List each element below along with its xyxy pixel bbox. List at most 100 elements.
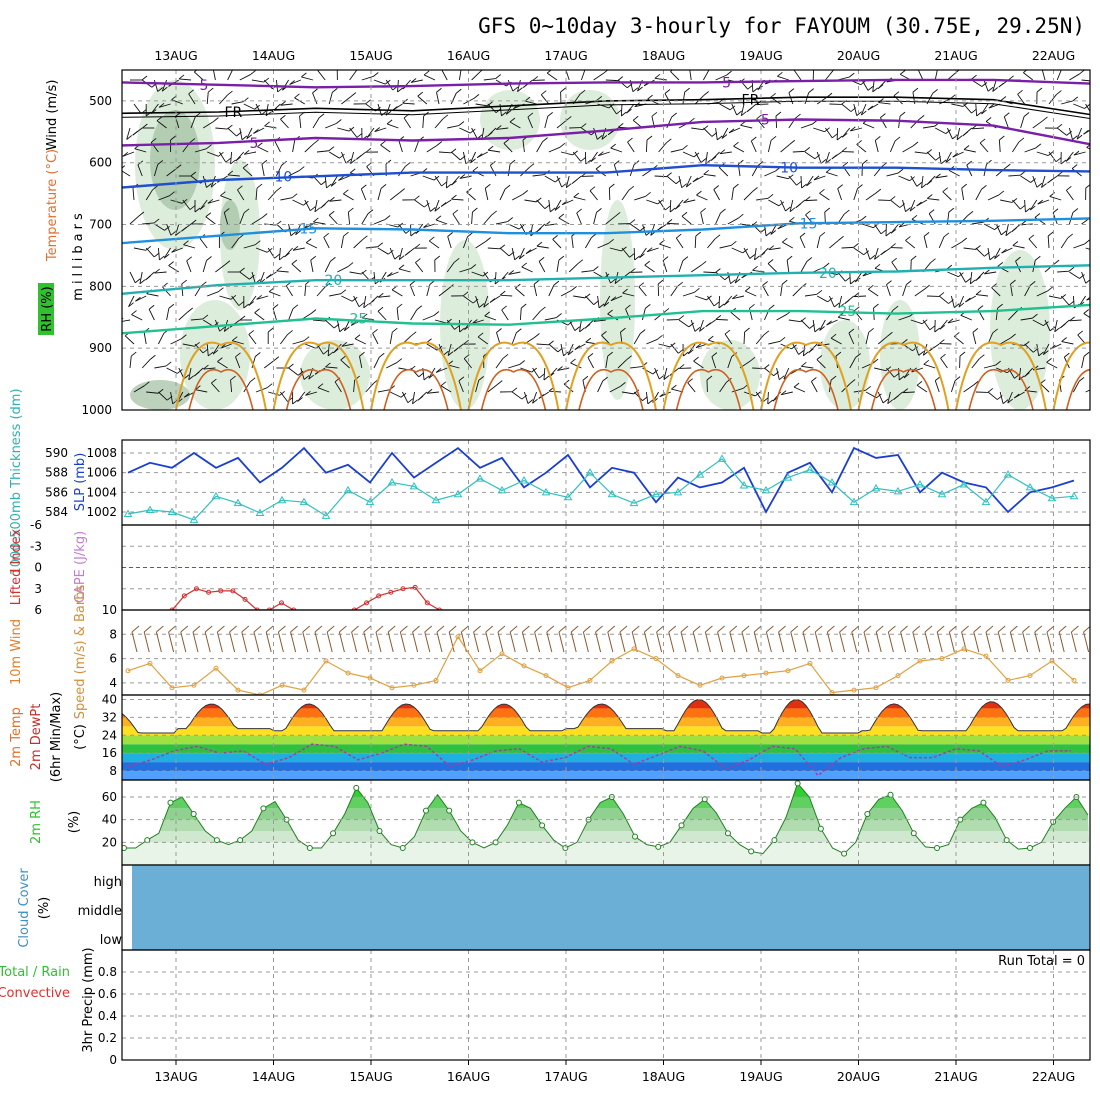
- wind-barb-flag: [767, 259, 774, 264]
- wind-barb-flag: [414, 195, 420, 201]
- wind-barb-flag: [254, 104, 260, 110]
- wind-barb-flag: [582, 375, 589, 381]
- wind-barb-flag: [1008, 75, 1014, 81]
- wind-barb: [1020, 116, 1025, 129]
- lifted-index-marker: [364, 600, 370, 606]
- wind-barb: [269, 291, 281, 297]
- wind-barb: [349, 70, 358, 81]
- wind-barb: [802, 343, 806, 356]
- wind-barb: [621, 247, 630, 258]
- wind-barb: [927, 198, 940, 201]
- wind-barb-flag: [477, 332, 484, 338]
- wind-barb: [728, 127, 741, 134]
- wind-barb-flag: [159, 255, 165, 261]
- wind-barb: [330, 175, 338, 187]
- temp-contour-label: 10: [274, 169, 292, 185]
- temp-contour-35: [578, 368, 644, 410]
- wind10-barb: [412, 631, 419, 653]
- wind-barb: [494, 271, 497, 285]
- wind-barb-flag: [496, 380, 503, 385]
- wind-barb-flag: [652, 369, 659, 375]
- wind-barb-flag: [501, 305, 507, 311]
- wind10-barb: [1022, 631, 1029, 653]
- wind-barb: [934, 380, 940, 393]
- thickness-marker: [981, 497, 991, 506]
- thickness-marker: [387, 478, 397, 486]
- wind-barb: [495, 358, 504, 369]
- wind-barb: [548, 146, 561, 153]
- wind10-barb-flag: [717, 625, 725, 633]
- wind-barb-flag: [256, 294, 262, 300]
- wind-barb: [402, 102, 415, 105]
- wind-barb: [306, 242, 318, 249]
- wind-barb-flag: [577, 259, 584, 265]
- wind-barb: [658, 343, 671, 348]
- wind-barb-flag: [1007, 398, 1013, 404]
- wind-barb-flag: [939, 324, 946, 330]
- wind-barb-flag: [768, 245, 774, 251]
- wind-barb-flag: [249, 377, 256, 383]
- temp-contour-label: 5: [722, 75, 731, 91]
- wind-barb: [719, 103, 731, 111]
- wind-barb: [220, 343, 232, 349]
- rh-shade: [560, 90, 620, 150]
- date-label-bottom: 19AUG: [739, 1069, 782, 1084]
- wind-barb: [699, 319, 704, 332]
- wind-barb: [548, 199, 551, 212]
- wind-barb-flag: [461, 64, 466, 68]
- wind-barb: [825, 151, 830, 164]
- wind-barb: [558, 217, 570, 225]
- wind-barb-flag: [546, 70, 552, 74]
- wind-barb-flag: [893, 372, 900, 378]
- wind-barb-flag: [399, 188, 405, 193]
- wind-barb-flag: [639, 226, 646, 232]
- wind-barb: [1040, 383, 1050, 393]
- wind-barb: [730, 311, 741, 321]
- wind-barb: [248, 334, 257, 345]
- thickness-marker: [893, 486, 903, 495]
- thickness-marker: [233, 498, 243, 507]
- wind-barb-flag: [813, 175, 820, 181]
- wind-barb: [511, 247, 516, 260]
- wind-speed-marker: [719, 675, 725, 681]
- wind10-barb: [1034, 631, 1041, 653]
- wind10-barb: [619, 631, 626, 653]
- wind-barb-flag: [938, 292, 945, 297]
- wind-barb-flag: [999, 135, 1005, 141]
- wind-barb: [691, 127, 704, 131]
- wind-barb: [150, 103, 159, 114]
- wind-barb-flag: [1043, 350, 1049, 355]
- wind-barb: [170, 391, 174, 404]
- wind-barb: [440, 385, 452, 393]
- wind-barb: [678, 175, 683, 188]
- wind-barb-flag: [601, 331, 607, 336]
- wind-barb-flag: [971, 74, 977, 80]
- wind-barb: [414, 199, 425, 208]
- wind-barb: [610, 147, 623, 153]
- wind-barb: [805, 199, 818, 202]
- wind-barb-flag: [538, 257, 545, 262]
- wind-barb-flag: [589, 186, 596, 192]
- wind-barb-flag: [620, 327, 626, 333]
- wind-barb: [398, 166, 406, 177]
- wind-barb-flag: [779, 336, 786, 342]
- wind-barb-flag: [527, 112, 534, 118]
- wind-barb: [389, 247, 396, 260]
- wind-barb: [292, 340, 305, 345]
- thickness-line: [127, 458, 1075, 521]
- wind-barb: [659, 391, 671, 398]
- wind10-barb: [875, 631, 882, 653]
- wind-barb-flag: [736, 110, 742, 116]
- wind-barb-flag: [297, 397, 303, 402]
- li-tick: 6: [34, 603, 42, 617]
- wind10-barb: [241, 631, 248, 653]
- wind-barb: [793, 386, 806, 393]
- wind-speed-marker: [191, 682, 197, 688]
- wind-barb-flag: [473, 94, 480, 99]
- wind-barb-flag: [853, 243, 859, 248]
- wind-barb: [902, 284, 907, 297]
- wind-barb-flag: [443, 350, 449, 356]
- wind10-barb: [717, 631, 724, 653]
- wind-barb-flag: [266, 383, 273, 389]
- wind-barb: [719, 151, 732, 155]
